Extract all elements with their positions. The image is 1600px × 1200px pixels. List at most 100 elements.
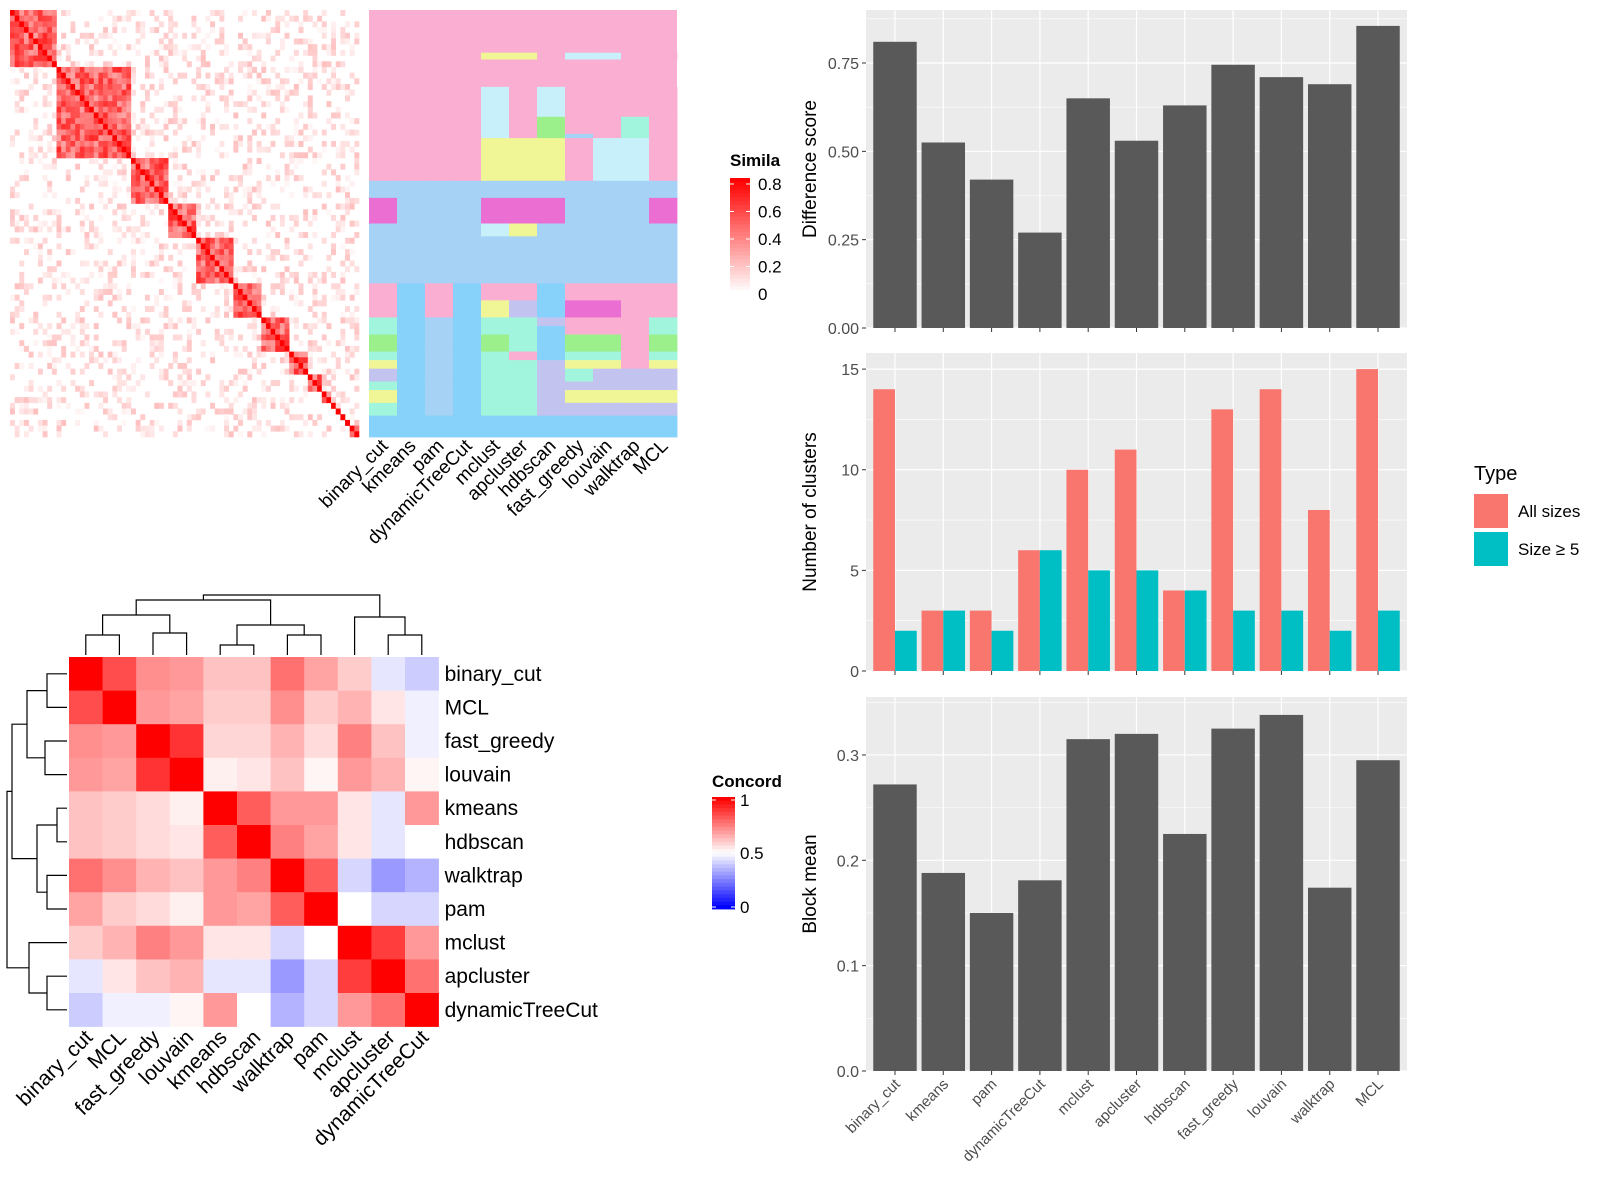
- similarity-cell: [42, 209, 48, 216]
- similarity-cell: [56, 431, 62, 438]
- similarity-cell: [130, 89, 136, 96]
- legend-gradient-step: [730, 274, 750, 279]
- similarity-cell: [205, 89, 211, 96]
- similarity-cell: [335, 402, 341, 409]
- similarity-cell: [75, 209, 81, 216]
- similarity-cell: [140, 317, 146, 324]
- similarity-cell: [79, 317, 85, 324]
- similarity-cell: [103, 391, 109, 398]
- similarity-cell: [177, 220, 183, 227]
- similarity-cell: [79, 260, 85, 267]
- cluster-cell: [453, 351, 482, 361]
- similarity-cell: [265, 84, 271, 90]
- cluster-cell: [425, 360, 454, 370]
- similarity-cell: [103, 260, 109, 267]
- similarity-cell: [307, 374, 313, 381]
- similarity-cell: [289, 414, 295, 421]
- similarity-cell: [168, 192, 174, 199]
- similarity-cell: [340, 140, 346, 147]
- cluster-cell: [481, 390, 510, 404]
- similarity-cell: [303, 192, 309, 199]
- cluster-cell: [369, 360, 398, 370]
- similarity-cell: [19, 300, 25, 307]
- similarity-cell: [307, 328, 313, 335]
- similarity-cell: [14, 106, 20, 113]
- similarity-cell: [326, 209, 332, 216]
- cluster-cell: [621, 236, 650, 284]
- similarity-cell: [354, 402, 360, 409]
- similarity-cell: [65, 123, 71, 130]
- similarity-cell: [210, 311, 216, 318]
- similarity-cell: [340, 220, 346, 227]
- similarity-cell: [326, 368, 332, 375]
- similarity-cell: [186, 232, 192, 239]
- similarity-cell: [270, 66, 276, 73]
- similarity-cell: [200, 214, 206, 221]
- similarity-cell: [121, 106, 127, 113]
- similarity-cell: [51, 283, 57, 290]
- similarity-cell: [228, 254, 234, 261]
- similarity-cell: [247, 209, 253, 216]
- similarity-cell: [349, 249, 355, 256]
- similarity-cell: [42, 15, 48, 22]
- row-label-hdbscan: hdbscan: [445, 831, 524, 854]
- similarity-cell: [117, 288, 122, 295]
- similarity-cell: [98, 294, 104, 301]
- similarity-cell: [224, 283, 229, 290]
- concordance-cell: [169, 993, 204, 1027]
- similarity-cell: [224, 249, 229, 256]
- similarity-cell: [75, 345, 81, 352]
- similarity-cell: [61, 283, 67, 290]
- similarity-cell: [303, 351, 309, 358]
- similarity-cell: [200, 175, 206, 182]
- similarity-cell: [182, 243, 188, 250]
- similarity-cell: [307, 385, 313, 392]
- similarity-cell: [261, 32, 267, 39]
- similarity-cell: [354, 197, 360, 204]
- similarity-cell: [140, 220, 146, 227]
- similarity-cell: [289, 380, 295, 387]
- cluster-cell: [621, 197, 650, 224]
- similarity-cell: [98, 146, 104, 153]
- similarity-cell: [126, 15, 132, 22]
- similarity-cell: [289, 226, 295, 233]
- similarity-cell: [200, 118, 206, 125]
- concordance-cell: [270, 925, 305, 960]
- similarity-cell: [331, 402, 337, 409]
- similarity-cell: [140, 123, 146, 130]
- similarity-cell: [331, 249, 337, 256]
- similarity-cell: [117, 66, 122, 73]
- similarity-cell: [326, 391, 332, 398]
- bar-walktrap: [1307, 84, 1352, 328]
- similarity-cell: [107, 95, 113, 102]
- similarity-cell: [251, 129, 257, 136]
- y-axis-title: Difference score: [800, 100, 821, 238]
- similarity-cell: [196, 118, 202, 125]
- similarity-cell: [130, 209, 136, 216]
- similarity-cell: [275, 328, 281, 335]
- cluster-cell: [453, 86, 482, 122]
- similarity-cell: [47, 294, 53, 301]
- similarity-cell: [37, 135, 43, 142]
- similarity-cell: [186, 368, 192, 375]
- similarity-cell: [65, 112, 71, 119]
- similarity-cell: [23, 27, 29, 34]
- similarity-cell: [214, 38, 220, 45]
- similarity-cell: [307, 431, 313, 438]
- legend-gradient-step: [730, 278, 750, 283]
- similarity-cell: [293, 15, 299, 22]
- similarity-cell: [126, 101, 132, 108]
- concordance-cell: [136, 791, 171, 826]
- similarity-cell: [149, 351, 155, 358]
- concordance-cell: [237, 657, 271, 691]
- cluster-cell: [369, 351, 398, 361]
- similarity-cell: [312, 152, 318, 159]
- similarity-cell: [117, 135, 122, 142]
- cluster-cell: [593, 236, 622, 284]
- cluster-cell: [481, 52, 510, 60]
- similarity-cell: [228, 78, 234, 85]
- column-dendrogram-branch: [102, 614, 171, 635]
- similarity-cell: [98, 140, 104, 147]
- similarity-cell: [345, 419, 350, 426]
- similarity-cell: [154, 158, 160, 165]
